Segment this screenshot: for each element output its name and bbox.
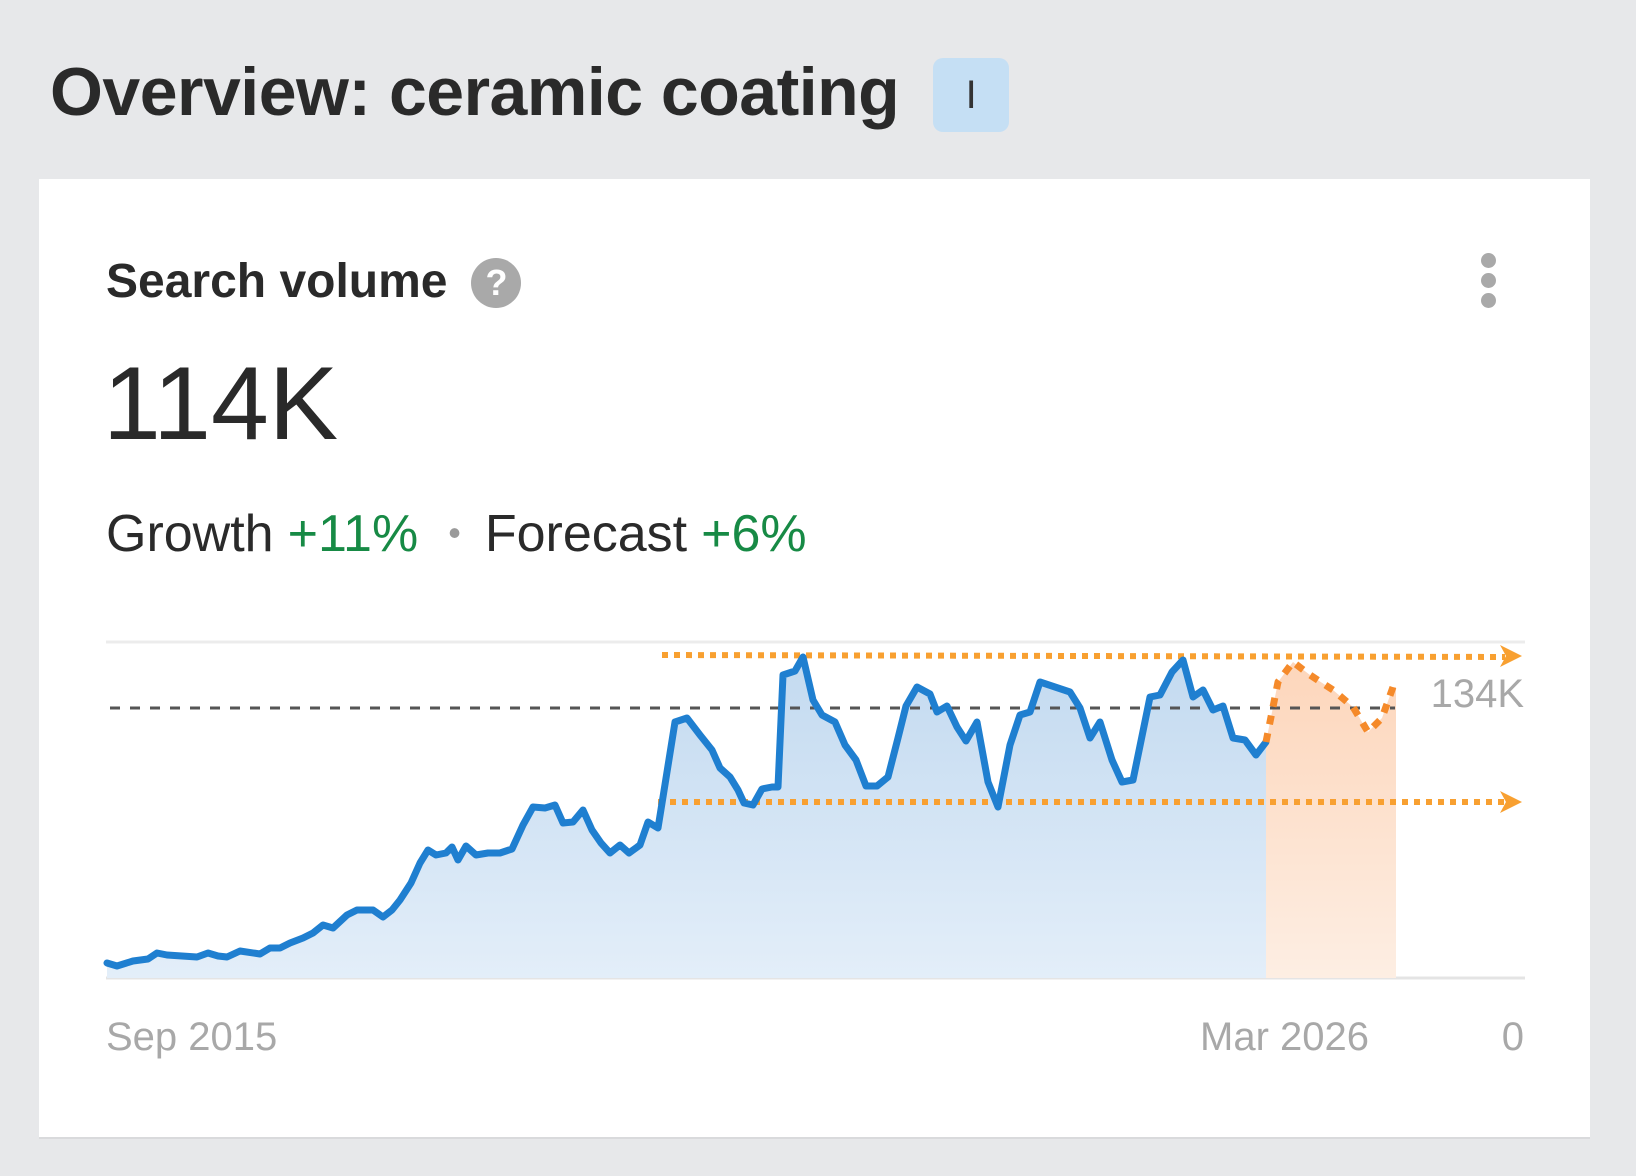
page-header: Overview: ceramic coating I <box>50 52 1010 132</box>
growth-value: +11% <box>287 505 419 563</box>
intent-badge[interactable]: I <box>933 58 1010 132</box>
growth-forecast-row: Growth +11% • Forecast +6% <box>106 504 807 564</box>
page-title: Overview: ceramic coating <box>50 54 900 130</box>
forecast-line <box>1262 658 1397 743</box>
upper-band-arrow <box>661 652 1506 660</box>
x-axis-end-label: Mar 2026 <box>1200 1015 1369 1059</box>
question-circle-icon[interactable]: ? <box>471 257 522 308</box>
series-area <box>107 657 1266 978</box>
upper-arrowhead-icon <box>1500 645 1522 667</box>
search-volume-value: 114K <box>103 346 339 462</box>
forecast-value: +6% <box>701 505 807 563</box>
separator-dot: • <box>448 512 461 553</box>
forecast-area <box>1266 662 1396 978</box>
y-axis-max-label: 134K <box>1430 672 1524 716</box>
search-volume-line <box>103 653 1270 970</box>
card-header: Search volume ? <box>106 254 522 309</box>
card-title: Search volume <box>106 255 448 308</box>
vertical-ellipsis-icon[interactable] <box>1478 253 1498 313</box>
x-axis-start-label: Sep 2015 <box>106 1015 278 1059</box>
y-axis-zero-label: 0 <box>1501 1015 1524 1059</box>
lower-arrowhead-icon <box>1500 791 1522 813</box>
forecast-label: Forecast <box>484 505 688 563</box>
growth-label: Growth <box>106 505 274 563</box>
